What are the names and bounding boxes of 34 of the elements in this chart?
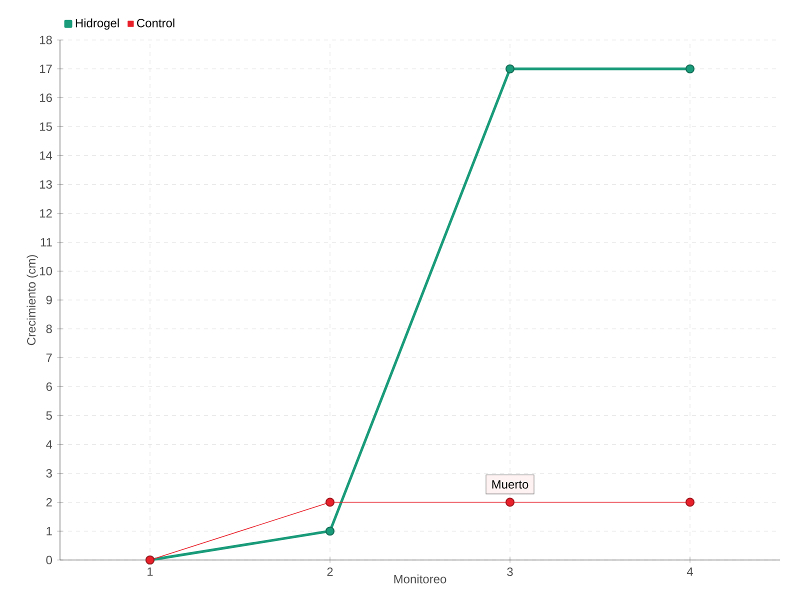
x-tick-label: 3 <box>507 568 513 576</box>
y-tick-label: 5 <box>46 411 52 420</box>
y-tick-label: 4 <box>46 440 52 449</box>
y-tick-label: 6 <box>46 382 52 391</box>
point <box>325 526 335 536</box>
y-tick-label: 12 <box>40 209 52 218</box>
legend-label: Hidrogel <box>76 18 119 30</box>
y-tick-label: 10 <box>40 266 52 276</box>
y-tick-label: 14 <box>40 151 52 160</box>
point <box>685 64 695 74</box>
y-tick-label: 13 <box>40 180 52 189</box>
y-tick-label: 17 <box>40 64 52 74</box>
y-tick-label: 9 <box>46 296 52 304</box>
y-tick-label: 16 <box>40 94 52 102</box>
point <box>325 498 335 507</box>
y-tick-label: 11 <box>40 238 52 246</box>
x-tick-label: 2 <box>327 568 333 576</box>
point <box>505 64 515 74</box>
y-tick-label: 0 <box>46 556 52 564</box>
y-tick-label: 7 <box>46 354 52 362</box>
y-tick-label: 2 <box>46 498 52 506</box>
y-tick-label: 8 <box>46 324 52 334</box>
y-tick-label: 1 <box>46 526 52 536</box>
x-axis-title: Monitoreo <box>394 574 446 584</box>
y-tick-label: 3 <box>46 469 52 478</box>
y-tick-label: 15 <box>40 122 52 131</box>
x-tick-label: 1 <box>148 568 153 576</box>
annotation: Muerto <box>492 480 528 489</box>
y-tick-label: 18 <box>40 36 52 44</box>
point <box>505 498 515 507</box>
legend-label: Control <box>137 18 174 28</box>
y-axis-title: Crecimiento (cm) <box>26 255 38 346</box>
x-tick-label: 4 <box>686 568 693 576</box>
point <box>685 498 695 507</box>
